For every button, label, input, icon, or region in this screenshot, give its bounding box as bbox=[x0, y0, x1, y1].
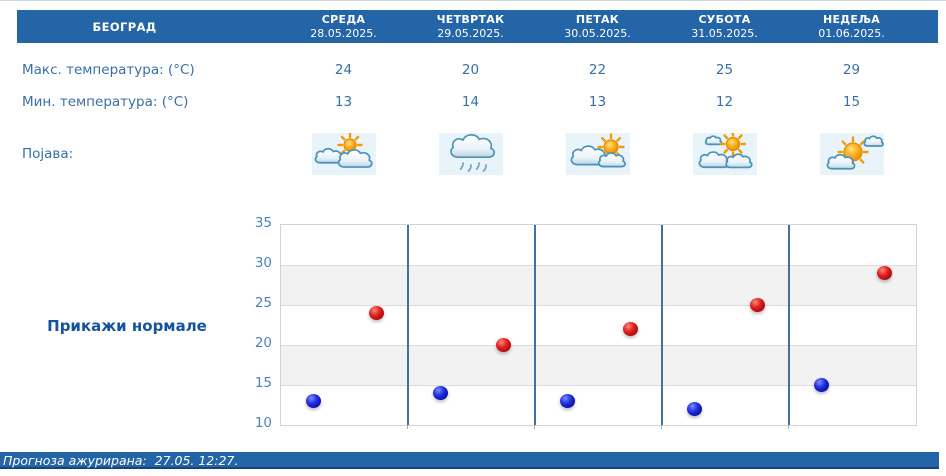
weather-icon-sun-with-clouds bbox=[819, 133, 884, 175]
chart-band bbox=[281, 345, 916, 385]
status-bar: Прогноза ажурирана: 27.05. 12:27. bbox=[0, 452, 939, 469]
show-normals-link[interactable]: Прикажи нормале bbox=[47, 317, 207, 335]
weather-icon-sun-behind-clouds bbox=[311, 132, 376, 175]
min-temp-value: 13 bbox=[334, 94, 353, 110]
min-temp-dot bbox=[559, 394, 575, 408]
max-temp-dot bbox=[622, 322, 638, 336]
max-temp-value: 29 bbox=[842, 62, 861, 78]
day-columns: СРЕДА 28.05.2025. ЧЕТВРТАК 29.05.2025. ПЕТАК… bbox=[280, 10, 915, 43]
weather-icon-cell bbox=[534, 133, 661, 175]
y-axis-tick-label: 10 bbox=[254, 415, 272, 431]
day-name: СРЕДА bbox=[321, 13, 366, 26]
min-temp-dot bbox=[432, 386, 448, 400]
weather-icon-rain-cloud bbox=[438, 133, 503, 175]
max-temp-dot bbox=[876, 266, 892, 280]
max-temp-dot bbox=[495, 338, 511, 352]
chart-band bbox=[281, 305, 916, 345]
chart-gridline bbox=[281, 385, 916, 386]
min-temp-dot bbox=[305, 394, 321, 408]
axis-tick bbox=[660, 425, 662, 429]
day-column-header: НЕДЕЉА 01.06.2025. bbox=[788, 10, 915, 43]
min-temp-value: 12 bbox=[715, 94, 734, 110]
phenomenon-label: Појава: bbox=[22, 146, 74, 162]
y-axis-tick-label: 30 bbox=[254, 255, 272, 271]
day-date: 28.05.2025. bbox=[310, 27, 377, 40]
max-temp-values: 24 20 22 25 29 bbox=[280, 62, 915, 78]
max-temp-label: Макс. температура: (°C) bbox=[22, 62, 195, 78]
max-temp-dot bbox=[368, 306, 384, 320]
weather-icon-cell bbox=[280, 132, 407, 175]
min-temp-value: 14 bbox=[461, 94, 480, 110]
chart-band bbox=[281, 225, 916, 265]
weather-icon-sun-above-clouds bbox=[692, 130, 757, 175]
day-date: 01.06.2025. bbox=[818, 27, 885, 40]
weather-icon-cells bbox=[280, 130, 915, 175]
day-date: 29.05.2025. bbox=[437, 27, 504, 40]
y-axis-tick-label: 35 bbox=[254, 215, 272, 231]
axis-tick bbox=[787, 425, 789, 429]
axis-tick bbox=[406, 425, 408, 429]
min-temp-value: 13 bbox=[588, 94, 607, 110]
y-axis-tick-label: 25 bbox=[254, 295, 272, 311]
day-name: СУБОТА bbox=[698, 13, 751, 26]
chart-gridline bbox=[281, 305, 916, 306]
update-timestamp: Прогноза ажурирана: 27.05. 12:27. bbox=[3, 453, 239, 468]
day-name: НЕДЕЉА bbox=[822, 13, 881, 26]
chart-gridline bbox=[281, 345, 916, 346]
temperature-chart bbox=[280, 224, 917, 426]
min-temp-dot bbox=[686, 402, 702, 416]
day-name: ЧЕТВРТАК bbox=[436, 13, 505, 26]
day-column-header: СРЕДА 28.05.2025. bbox=[280, 10, 407, 43]
phenomenon-row: Појава: bbox=[17, 130, 915, 175]
weather-icon-cell bbox=[661, 130, 788, 175]
day-column-header: ПЕТАК 30.05.2025. bbox=[534, 10, 661, 43]
min-temp-value: 15 bbox=[842, 94, 861, 110]
weather-icon-clouds-with-sun bbox=[565, 133, 630, 175]
min-temp-label: Мин. температура: (°C) bbox=[22, 94, 189, 110]
weather-icon-cell bbox=[788, 133, 915, 175]
weather-icon-cell bbox=[407, 133, 534, 175]
chart-band bbox=[281, 265, 916, 305]
day-date: 31.05.2025. bbox=[691, 27, 758, 40]
chart-gridline bbox=[281, 265, 916, 266]
day-separator-line bbox=[407, 225, 409, 425]
min-temp-values: 13 14 13 12 15 bbox=[280, 94, 915, 110]
min-temp-dot bbox=[813, 378, 829, 392]
max-temp-value: 22 bbox=[588, 62, 607, 78]
day-separator-line bbox=[788, 225, 790, 425]
y-axis-tick-label: 15 bbox=[254, 375, 272, 391]
axis-tick bbox=[533, 425, 535, 429]
top-divider bbox=[0, 0, 946, 1]
chart-band bbox=[281, 385, 916, 425]
day-separator-line bbox=[534, 225, 536, 425]
max-temperature-row: Макс. температура: (°C) 24 20 22 25 29 bbox=[17, 62, 915, 78]
day-column-header: СУБОТА 31.05.2025. bbox=[661, 10, 788, 43]
day-name: ПЕТАК bbox=[575, 13, 620, 26]
day-column-header: ЧЕТВРТАК 29.05.2025. bbox=[407, 10, 534, 43]
max-temp-value: 24 bbox=[334, 62, 353, 78]
y-axis-tick-label: 20 bbox=[254, 335, 272, 351]
max-temp-value: 20 bbox=[461, 62, 480, 78]
forecast-header: БЕОГРАД СРЕДА 28.05.2025. ЧЕТВРТАК 29.05.20… bbox=[17, 10, 938, 43]
max-temp-value: 25 bbox=[715, 62, 734, 78]
day-date: 30.05.2025. bbox=[564, 27, 631, 40]
max-temp-dot bbox=[749, 298, 765, 312]
day-separator-line bbox=[661, 225, 663, 425]
min-temperature-row: Мин. температура: (°C) 13 14 13 12 15 bbox=[17, 94, 915, 110]
city-name: БЕОГРАД bbox=[92, 19, 157, 34]
